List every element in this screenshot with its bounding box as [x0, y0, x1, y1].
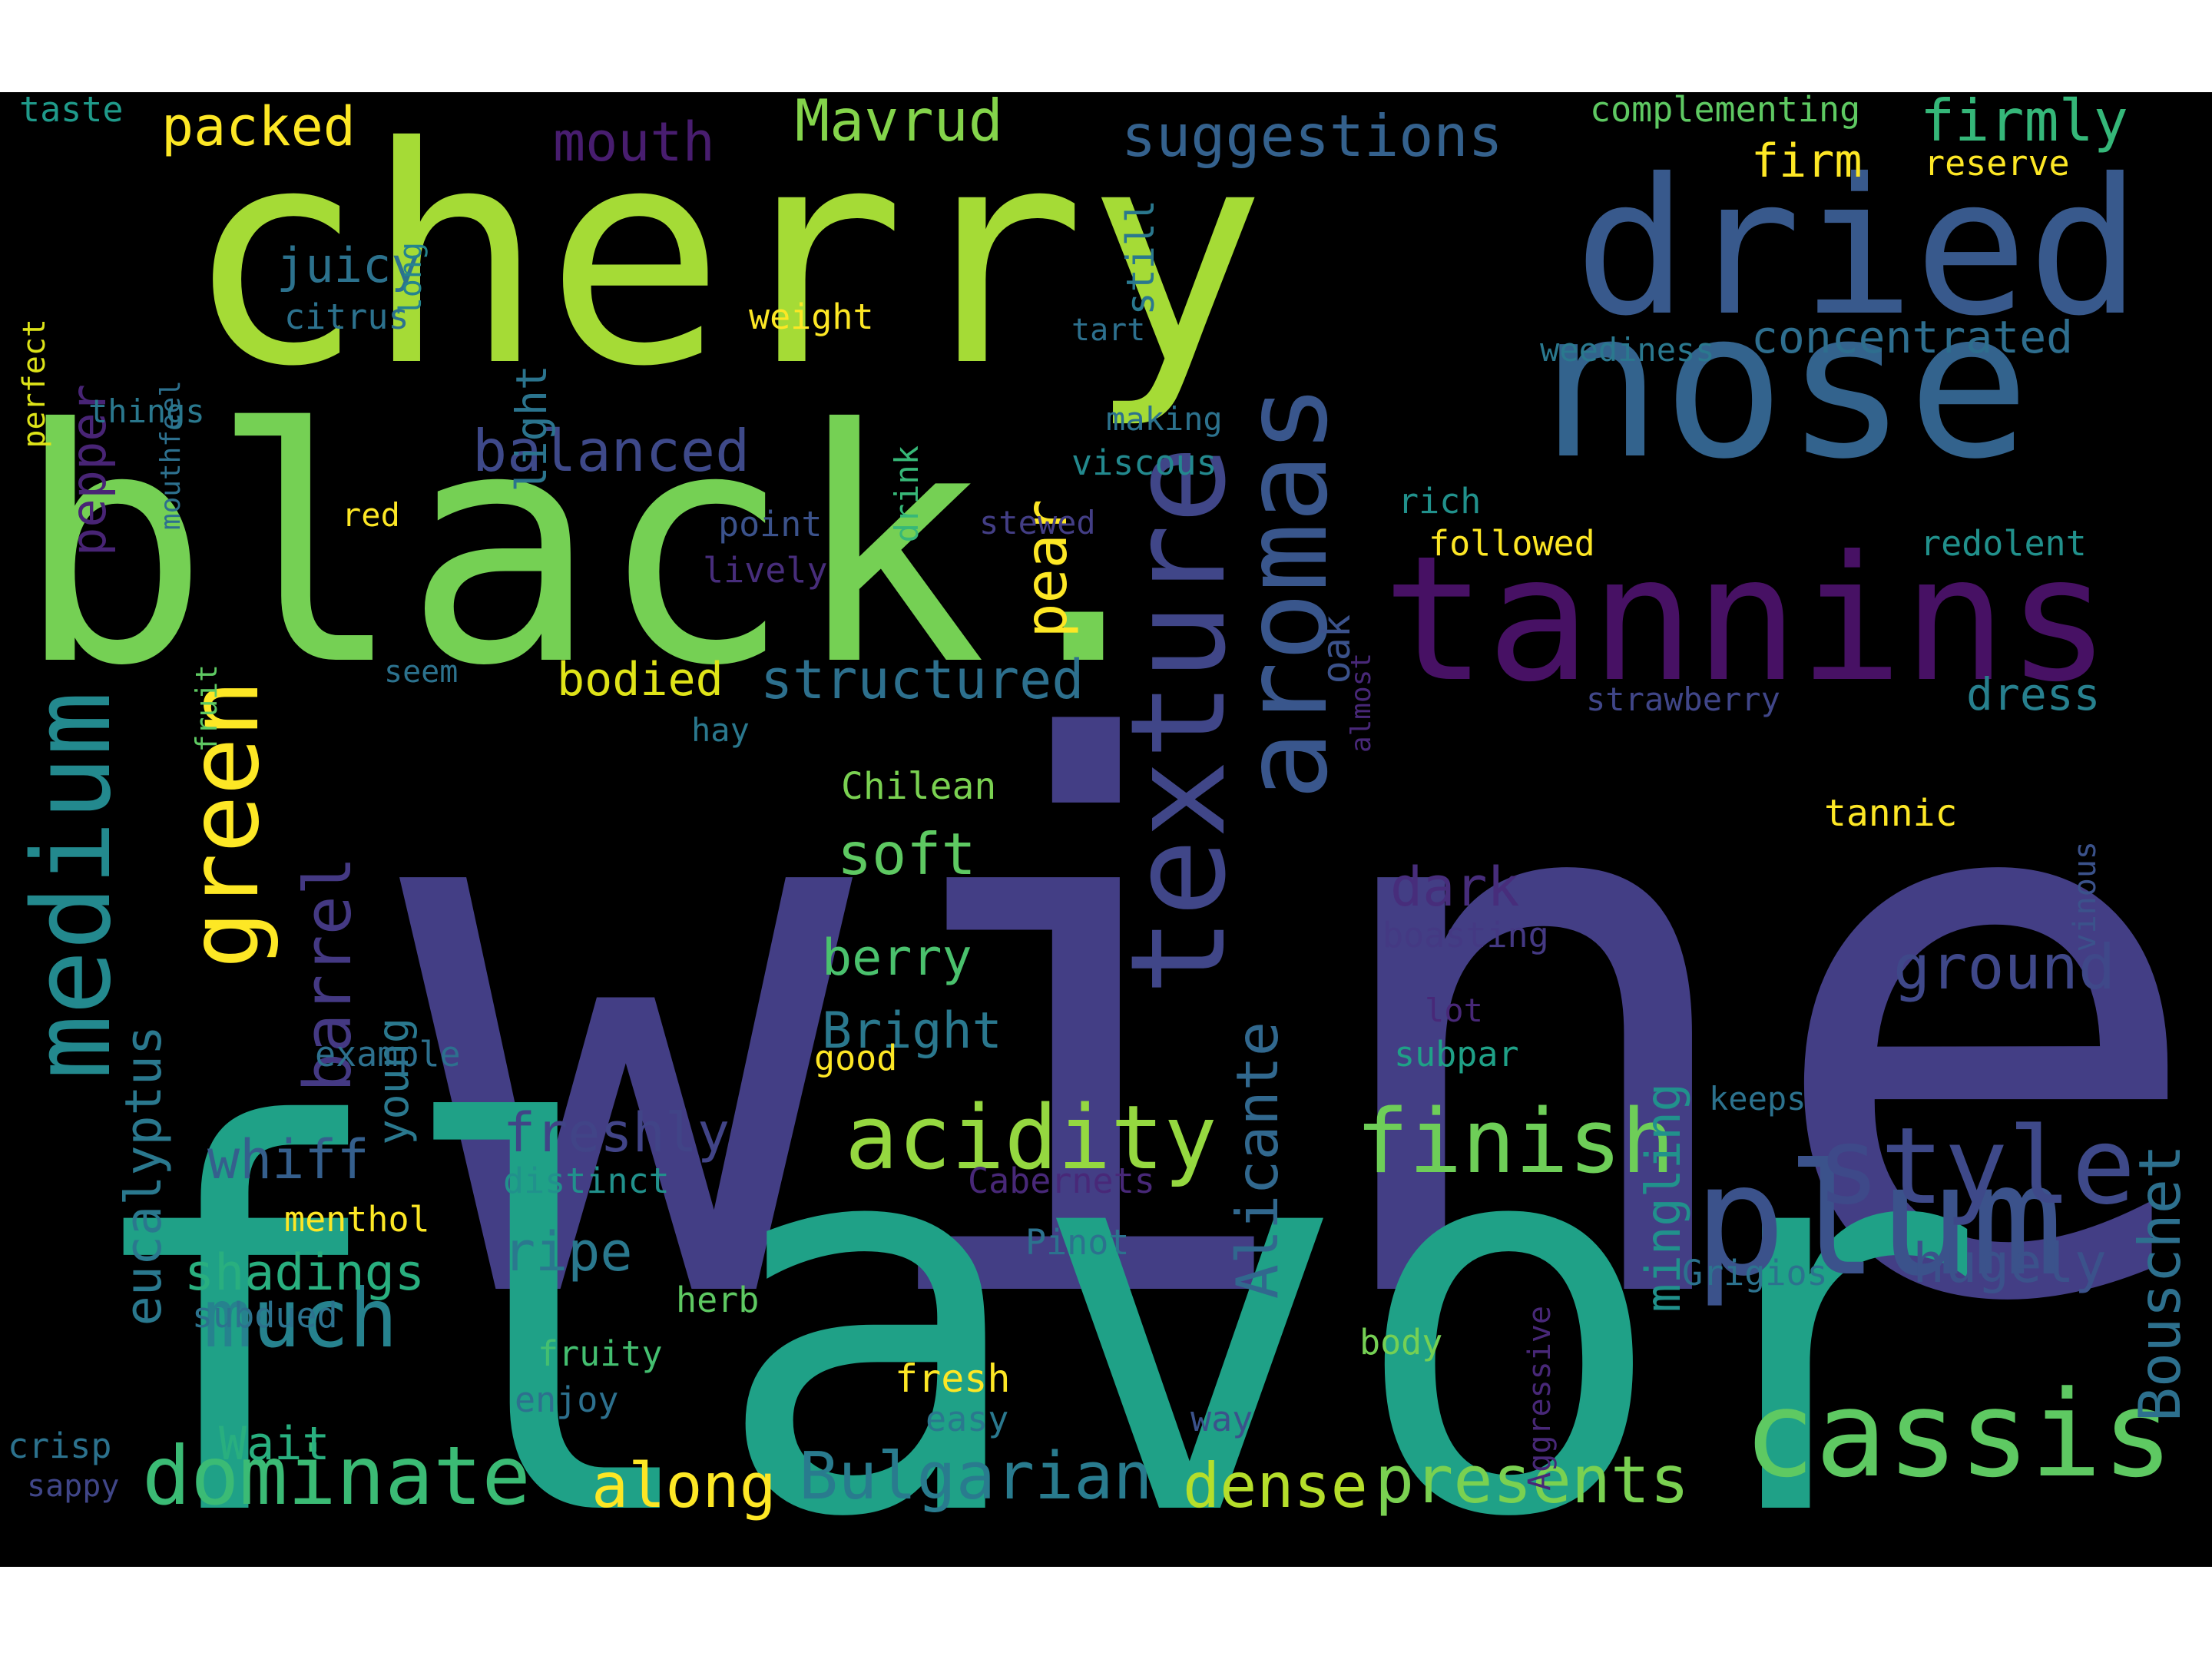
word-followed: followed	[1429, 523, 1595, 564]
word-aromas: aromas	[1220, 384, 1353, 800]
word-light: light	[507, 365, 556, 492]
word-bodied: bodied	[557, 653, 724, 707]
word-still: still	[1118, 200, 1163, 316]
word-red: red	[342, 496, 400, 534]
word-lively: lively	[703, 550, 828, 591]
word-things: things	[88, 392, 205, 430]
word-seem: seem	[384, 654, 459, 690]
word-herb: herb	[676, 1280, 760, 1320]
word-ripe: ripe	[503, 1220, 633, 1283]
word-acidity: acidity	[845, 1087, 1217, 1190]
word-wine: wine	[399, 591, 2212, 1467]
word-complementing: complementing	[1590, 92, 1861, 130]
word-strawberry: strawberry	[1586, 680, 1780, 718]
word-point: point	[718, 504, 823, 545]
word-mavrud: Mavrud	[795, 92, 1003, 154]
word-cabernets: Cabernets	[968, 1161, 1155, 1201]
word-fruit: fruit	[190, 664, 224, 753]
word-plum: plum	[1694, 1131, 2064, 1310]
word-cherry: cherry	[184, 92, 1267, 432]
word-menthol: menthol	[284, 1199, 430, 1240]
word-packed: packed	[161, 95, 356, 158]
word-reserve: reserve	[1924, 143, 2070, 184]
word-citrus: citrus	[284, 296, 409, 337]
word-black: black.	[15, 361, 1181, 737]
word-enjoy: enjoy	[515, 1379, 619, 1420]
word-chilean: Chilean	[841, 765, 997, 808]
word-presents: presents	[1375, 1442, 1690, 1518]
word-subpar: subpar	[1394, 1034, 1519, 1075]
word-easy: easy	[926, 1399, 1009, 1439]
word-pinot: Pinot	[1025, 1222, 1130, 1263]
word-ground: ground	[1893, 932, 2115, 1003]
word-dress: dress	[1966, 668, 2101, 720]
word-perfect: perfect	[17, 319, 52, 449]
word-medium: medium	[10, 691, 135, 1080]
word-wait: Wait	[219, 1417, 330, 1471]
word-balanced: balanced	[472, 417, 750, 485]
word-making: making	[1106, 400, 1223, 438]
word-bouschet: Bouschet	[2126, 1144, 2194, 1422]
word-stewed: stewed	[979, 504, 1096, 541]
word-firmly: firmly	[1920, 92, 2128, 154]
word-redolent: redolent	[1920, 523, 2087, 564]
word-berry: berry	[822, 929, 972, 987]
word-dominate: dominate	[142, 1429, 531, 1523]
word-mingling: mingling	[1635, 1083, 1691, 1313]
word-distinct: distinct	[503, 1161, 670, 1201]
word-keeps: keeps	[1709, 1080, 1806, 1118]
word-finish: finish	[1356, 1091, 1675, 1194]
word-subdued: subdued	[192, 1295, 338, 1336]
word-fruity: fruity	[538, 1333, 663, 1374]
word-lot: lot	[1425, 992, 1483, 1029]
word-taste: taste	[19, 92, 124, 130]
word-dense: dense	[1183, 1450, 1368, 1522]
word-shadings: shadings	[184, 1244, 426, 1302]
word-tart: tart	[1071, 313, 1146, 348]
word-rich: rich	[1398, 481, 1482, 522]
word-hugely: hugely	[1912, 1232, 2107, 1295]
word-viscous: viscous	[1071, 442, 1217, 483]
word-alicante: Alicante	[1224, 1022, 1291, 1300]
word-eucalyptus: eucalyptus	[115, 1025, 173, 1326]
word-cassis: cassis	[1743, 1365, 2174, 1504]
word-example: example	[315, 1034, 461, 1075]
word-bulgarian: Bulgarian	[799, 1439, 1153, 1515]
word-tannins: tannins	[1382, 519, 2111, 720]
word-good: good	[814, 1038, 898, 1078]
word-nose: nose	[1540, 267, 2031, 504]
word-almost: almost	[1346, 653, 1377, 753]
word-body: body	[1359, 1322, 1443, 1363]
word-cloud: wine flavor cherry black. nose dried tannins pl…	[0, 92, 2212, 1567]
word-tannic: tannic	[1824, 792, 1958, 835]
word-mouth: mouth	[553, 111, 715, 174]
word-drink: drink	[888, 445, 926, 543]
word-along: along	[591, 1450, 777, 1522]
word-hay: hay	[691, 711, 750, 749]
word-vinous: vinous	[2068, 841, 2103, 952]
word-weediness: weediness	[1540, 331, 1715, 369]
word-way: way	[1190, 1399, 1253, 1439]
word-concentrated: concentrated	[1751, 311, 2074, 363]
word-whiff: whiff	[207, 1128, 369, 1191]
word-aggressive: Aggressive	[1522, 1306, 1558, 1491]
word-dried: dried	[1575, 138, 2141, 357]
word-boasting: boasting	[1382, 915, 1549, 955]
word-dark: dark	[1390, 856, 1520, 919]
word-sappy: sappy	[27, 1469, 120, 1504]
word-crisp: crisp	[8, 1426, 112, 1466]
word-weight: weight	[749, 296, 874, 337]
word-structured: structured	[760, 648, 1084, 711]
word-much: much	[204, 1272, 398, 1366]
word-juicy: juicy	[276, 237, 420, 293]
word-firm: firm	[1751, 134, 1863, 188]
word-grigios: Grigios	[1682, 1253, 1828, 1293]
word-style: style	[1816, 1104, 2136, 1228]
word-fresh: fresh	[895, 1356, 1011, 1401]
word-suggestions: suggestions	[1121, 102, 1503, 170]
word-flavor: flavor	[73, 1016, 1988, 1568]
word-freshly: freshly	[503, 1101, 730, 1164]
word-soft: soft	[837, 820, 976, 888]
word-bright: Bright	[822, 1002, 1002, 1060]
